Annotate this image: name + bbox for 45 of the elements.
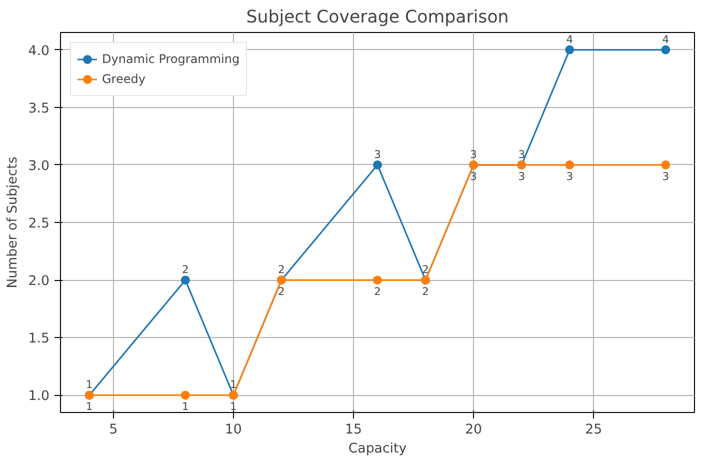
data-label: 1: [230, 400, 237, 414]
y-tick-label: 1.0: [28, 389, 50, 404]
data-label: 1: [230, 378, 237, 392]
point: [180, 276, 190, 285]
y-tick-label: 3.5: [28, 101, 50, 116]
data-label: 2: [374, 285, 381, 298]
y-tick-label: 2.5: [28, 216, 50, 232]
data-label: 3: [374, 148, 381, 161]
y-tick-label: 1.5: [28, 332, 50, 347]
data-label: 2: [278, 285, 285, 298]
point: [180, 390, 190, 400]
x-axis-title: Capacity: [348, 442, 407, 456]
data-label: 1: [86, 400, 93, 414]
data-label: 4: [566, 32, 574, 46]
point: [373, 276, 382, 285]
point: [373, 160, 382, 170]
legend-label: Dynamic Programming: [102, 52, 240, 66]
point: [565, 160, 574, 170]
data-label: 2: [422, 285, 429, 298]
data-label: 2: [182, 263, 189, 276]
point: [661, 45, 670, 54]
data-label: 3: [518, 148, 525, 161]
y-tick-label: 4.0: [28, 44, 50, 59]
y-tick-label: 2.0: [28, 274, 50, 290]
x-tick-label: 25: [585, 422, 602, 438]
data-label: 3: [470, 170, 477, 183]
data-label: 2: [422, 263, 429, 276]
x-tick-label: 15: [345, 422, 362, 438]
y-tick-label: 3.0: [28, 158, 50, 174]
data-label: 4: [662, 32, 670, 46]
data-label: 3: [566, 170, 574, 183]
chart-title: Subject Coverage Comparison: [246, 8, 509, 28]
x-tick-label: 20: [465, 422, 482, 438]
data-label: 1: [86, 378, 93, 392]
data-label: 3: [662, 170, 670, 183]
data-label: 1: [182, 400, 189, 414]
legend-label: Greedy: [102, 72, 146, 86]
x-tick-label: 5: [109, 422, 118, 438]
point: [661, 160, 670, 170]
x-tick-label: 10: [224, 422, 242, 438]
data-label: 2: [278, 263, 285, 276]
point: [565, 45, 574, 54]
y-axis-title: Number of Subjects: [5, 156, 20, 288]
data-label: 3: [470, 148, 477, 161]
data-label: 3: [518, 170, 525, 183]
